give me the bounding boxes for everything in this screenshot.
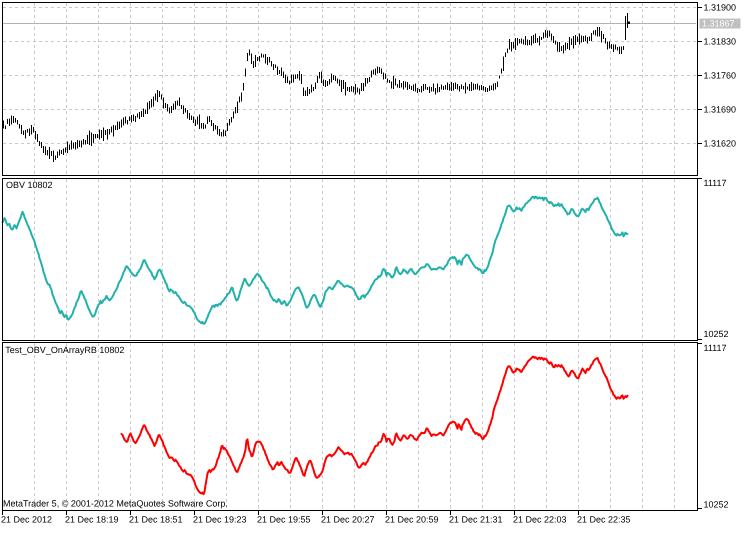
svg-text:21 Dec 18:51: 21 Dec 18:51: [129, 515, 183, 525]
svg-text:21 Dec 2012: 21 Dec 2012: [1, 515, 52, 525]
svg-text:1.31690: 1.31690: [704, 105, 737, 115]
svg-text:21 Dec 19:23: 21 Dec 19:23: [193, 515, 247, 525]
svg-text:21 Dec 22:35: 21 Dec 22:35: [577, 515, 631, 525]
svg-text:OBV 10802: OBV 10802: [6, 180, 53, 190]
svg-text:21 Dec 22:03: 21 Dec 22:03: [513, 515, 567, 525]
svg-text:1.31900: 1.31900: [704, 3, 737, 13]
svg-text:11117: 11117: [704, 343, 727, 353]
svg-text:1.31620: 1.31620: [704, 139, 737, 149]
svg-text:MetaTrader 5, © 2001-2012 Meta: MetaTrader 5, © 2001-2012 MetaQuotes Sof…: [3, 499, 228, 509]
svg-text:10252: 10252: [704, 329, 729, 339]
svg-text:21 Dec 21:31: 21 Dec 21:31: [449, 515, 503, 525]
svg-text:1.31830: 1.31830: [704, 37, 737, 47]
svg-text:Test_OBV_OnArrayRB 10802: Test_OBV_OnArrayRB 10802: [5, 345, 124, 355]
svg-text:21 Dec 20:59: 21 Dec 20:59: [385, 515, 439, 525]
svg-text:1.31867: 1.31867: [702, 19, 735, 29]
svg-text:21 Dec 18:19: 21 Dec 18:19: [65, 515, 119, 525]
svg-text:11117: 11117: [704, 178, 727, 188]
svg-text:21 Dec 20:27: 21 Dec 20:27: [321, 515, 375, 525]
svg-text:1.31760: 1.31760: [704, 71, 737, 81]
svg-text:21 Dec 19:55: 21 Dec 19:55: [257, 515, 311, 525]
svg-text:10252: 10252: [704, 500, 729, 510]
